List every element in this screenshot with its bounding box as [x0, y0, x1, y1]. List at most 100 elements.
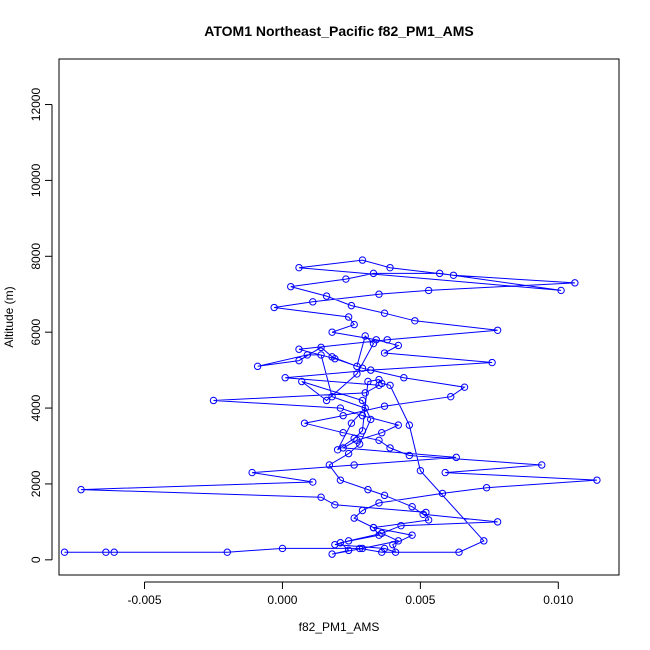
- data-point: [482, 484, 491, 492]
- y-tick-label: 6000: [29, 319, 43, 346]
- data-point: [435, 269, 444, 278]
- data-point: [422, 508, 430, 517]
- data-point: [331, 501, 339, 509]
- data-point: [449, 271, 458, 279]
- data-point: [361, 389, 369, 397]
- data-point: [344, 537, 353, 545]
- y-tick-label: 0: [29, 556, 43, 563]
- data-point: [416, 466, 425, 475]
- data-point: [309, 478, 317, 486]
- data-point: [350, 514, 358, 522]
- data-point: [593, 476, 601, 484]
- series-line: [64, 259, 597, 555]
- data-point: [380, 491, 389, 500]
- data-point: [493, 326, 502, 334]
- data-point: [347, 301, 356, 310]
- x-tick-label: -0.005: [128, 593, 162, 607]
- data-point: [344, 313, 353, 321]
- data-point: [394, 421, 403, 429]
- data-point: [253, 362, 262, 371]
- data-point: [358, 256, 367, 264]
- data-point: [361, 404, 369, 412]
- data-point: [353, 436, 361, 445]
- data-point: [375, 290, 383, 298]
- y-tick-label: 8000: [29, 243, 43, 270]
- data-point: [295, 345, 303, 353]
- data-point: [358, 427, 367, 435]
- data-point: [400, 374, 408, 382]
- x-tick-label: 0.005: [405, 593, 435, 607]
- x-tick-label: 0.000: [267, 593, 297, 607]
- data-point: [408, 531, 416, 539]
- data-point: [278, 544, 287, 553]
- data-point: [386, 381, 394, 389]
- data-point: [60, 548, 69, 556]
- data-point: [295, 263, 303, 272]
- data-point: [389, 540, 397, 549]
- data-point: [397, 521, 405, 530]
- x-axis: -0.005 0.000 0.005 0.010: [128, 581, 574, 607]
- data-point: [394, 341, 403, 350]
- data-point: [372, 336, 380, 344]
- data-point: [424, 516, 433, 524]
- data-point: [424, 286, 433, 295]
- data-point: [281, 374, 289, 382]
- data-point: [380, 402, 389, 410]
- data-point: [353, 370, 361, 378]
- data-point: [375, 436, 383, 445]
- data-point: [447, 392, 455, 401]
- data-point: [295, 356, 303, 365]
- data-point: [358, 506, 367, 515]
- data-point: [358, 396, 367, 405]
- data-point: [287, 282, 295, 291]
- data-point: [358, 364, 367, 372]
- data-point: [493, 518, 502, 526]
- data-point: [378, 429, 386, 437]
- data-point: [344, 449, 353, 458]
- data-point: [380, 544, 389, 553]
- data-point: [380, 349, 389, 357]
- data-point: [378, 529, 386, 537]
- data-point: [386, 444, 394, 452]
- data-point: [309, 298, 317, 306]
- data-point: [209, 396, 218, 405]
- data-point: [380, 309, 389, 317]
- data-point: [367, 415, 375, 424]
- data-point: [455, 548, 463, 556]
- data-point: [110, 548, 118, 556]
- data-point: [328, 328, 336, 336]
- y-tick-label: 10000: [29, 163, 43, 197]
- data-point: [339, 411, 347, 420]
- data-point: [342, 275, 350, 283]
- data-point: [452, 453, 460, 462]
- data-point: [369, 523, 378, 532]
- data-point: [391, 548, 400, 556]
- data-point: [331, 355, 339, 363]
- data-point: [300, 419, 309, 427]
- data-point: [325, 461, 334, 469]
- data-point: [350, 461, 358, 469]
- data-point: [322, 396, 331, 405]
- data-point: [344, 546, 353, 555]
- data-point: [438, 489, 447, 498]
- data-point: [339, 429, 347, 437]
- data-point: [355, 544, 364, 553]
- data-point: [328, 392, 336, 401]
- data-point: [350, 320, 358, 329]
- data-point: [480, 537, 488, 545]
- data-point: [317, 343, 325, 352]
- data-point: [336, 476, 345, 484]
- data-point: [361, 332, 369, 340]
- data-point: [358, 411, 367, 420]
- data-point: [367, 366, 375, 374]
- data-point: [394, 537, 403, 545]
- data-point: [557, 286, 565, 295]
- x-axis-label: f82_PM1_AMS: [299, 620, 380, 634]
- data-point: [298, 377, 306, 386]
- data-point: [411, 317, 419, 325]
- data-point: [317, 351, 325, 359]
- data-point: [248, 468, 256, 477]
- y-axis: 0 2000 4000 6000 8000 10000 12000: [29, 88, 53, 563]
- data-point: [375, 381, 383, 389]
